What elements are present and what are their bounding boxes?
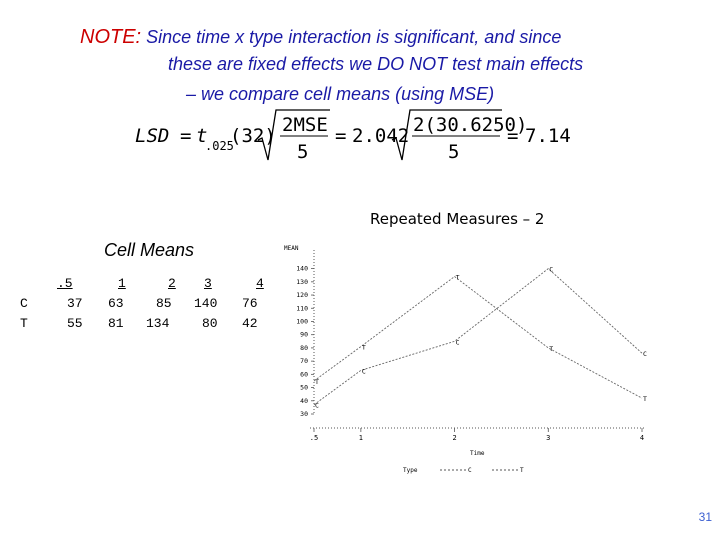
note-label: NOTE: [80, 26, 142, 48]
formula-result: 7.147 [525, 125, 570, 147]
table-cell: 76 [242, 296, 258, 311]
header-cell: 3 [204, 276, 212, 291]
point-marker-c: C [643, 350, 647, 358]
header-cell: 2 [168, 276, 176, 291]
series-lines [313, 268, 643, 406]
y-ticks: 30 40 50 60 70 80 90 100 110 120 130 140 [296, 265, 314, 418]
table-cell: 42 [242, 316, 258, 331]
formula-df: (32) [230, 125, 276, 147]
series-line-c [313, 268, 643, 406]
lsd-formula: LSD = t .025 (32) 2MSE 5 = 2.042 2(30.62… [135, 109, 570, 163]
point-marker-t: T [315, 378, 319, 386]
table-cell: 55 [67, 316, 83, 331]
formula-t: t [196, 125, 207, 147]
table-cell: 134 [146, 316, 170, 331]
formula-num-2: 2(30.6250) [413, 114, 527, 136]
formula-val-1: 2.042 [352, 125, 409, 147]
series-points: C C C C C T T T T T [315, 266, 647, 410]
point-marker-t: T [362, 344, 366, 352]
x-tick-label: 3 [546, 434, 550, 442]
note-line-1: NOTE: Since time x type interaction is s… [80, 26, 561, 49]
legend: Type C T [403, 467, 524, 474]
repeated-measures-chart: MEAN 30 40 50 60 70 80 90 100 110 120 130 140 .5 1 2 3… [284, 245, 647, 474]
table-cell: 85 [156, 296, 172, 311]
point-marker-t: T [549, 345, 553, 353]
note-line-3: – we compare cell means (using MSE) [186, 84, 495, 104]
point-marker-c: C [315, 402, 319, 410]
table-row: T 55 81 134 80 42 [20, 316, 280, 336]
y-axis-label: MEAN [284, 245, 299, 252]
y-tick-label: 60 [300, 370, 308, 378]
x-axis-label: Time [470, 450, 485, 457]
x-tick-label: 2 [452, 434, 456, 442]
table-cell: 63 [108, 296, 124, 311]
y-tick-label: 80 [300, 344, 308, 352]
header-cell: 4 [256, 276, 264, 291]
formula-eq-3: = [507, 125, 518, 147]
point-marker-c: C [362, 367, 366, 375]
point-marker-c: C [456, 338, 460, 346]
table-cell: 37 [67, 296, 83, 311]
formula-den-1: 5 [297, 141, 308, 163]
formula-den-2: 5 [448, 141, 459, 163]
legend-label-t: T [520, 467, 524, 474]
formula-eq-1: = [180, 125, 191, 147]
legend-label-c: C [468, 467, 472, 474]
formula-t-sub: .025 [205, 139, 234, 153]
x-tick-label: 1 [359, 434, 363, 442]
legend-title: Type [403, 467, 418, 474]
y-tick-label: 100 [296, 317, 308, 325]
point-marker-c: C [549, 266, 553, 274]
header-cell: 1 [118, 276, 126, 291]
row-label: T [20, 316, 28, 331]
header-cell: .5 [57, 276, 73, 291]
cell-means-title: Cell Means [104, 240, 195, 260]
y-tick-label: 110 [296, 304, 308, 312]
formula-lhs: LSD [135, 125, 169, 147]
y-tick-label: 40 [300, 397, 308, 405]
y-tick-label: 30 [300, 410, 308, 418]
y-tick-label: 50 [300, 384, 308, 392]
formula-num-1: 2MSE [282, 114, 328, 136]
cell-means-header-row: .5 1 2 3 4 [20, 276, 280, 296]
y-tick-label: 90 [300, 331, 308, 339]
y-tick-label: 130 [296, 278, 308, 286]
note-text-1: Since time x type interaction is signifi… [146, 27, 562, 47]
table-cell: 140 [194, 296, 218, 311]
x-tick-label: 4 [640, 434, 644, 442]
note-line-2: these are fixed effects we DO NOT test m… [168, 54, 584, 74]
table-cell: 80 [202, 316, 218, 331]
formula-eq-2: = [335, 125, 346, 147]
table-cell: 81 [108, 316, 124, 331]
plot-title: Repeated Measures – 2 [370, 210, 545, 228]
x-tick-label: .5 [310, 434, 318, 442]
cell-means-table: .5 1 2 3 4 C 37 63 85 140 76 T 55 81 134… [20, 276, 280, 336]
table-row: C 37 63 85 140 76 [20, 296, 280, 316]
x-ticks: .5 1 2 3 4 [310, 428, 644, 442]
point-marker-t: T [643, 395, 647, 403]
y-tick-label: 70 [300, 357, 308, 365]
y-tick-label: 120 [296, 291, 308, 299]
point-marker-t: T [456, 274, 460, 282]
slide-number: 31 [698, 510, 712, 524]
y-tick-label: 140 [296, 265, 308, 273]
row-label: C [20, 296, 28, 311]
series-line-t [313, 275, 643, 399]
